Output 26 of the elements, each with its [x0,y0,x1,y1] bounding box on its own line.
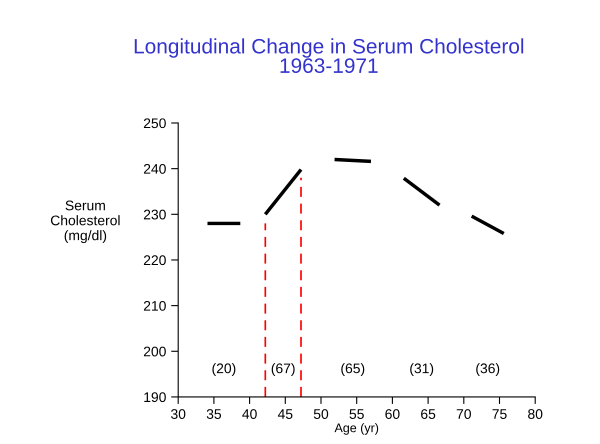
y-tick-label: 190 [144,392,166,402]
x-tick-label: 40 [242,409,257,419]
x-tick-label: 80 [528,409,542,419]
annotation: (31) [410,363,434,376]
x-tick-label: 45 [278,409,292,419]
annotation: (65) [341,363,364,376]
x-tick-label: 50 [314,409,328,419]
annotation: (20) [212,363,236,376]
x-tick-label: 65 [421,409,436,419]
annotation: (36) [476,363,500,376]
annotation: (67) [272,363,295,376]
x-tick-label: 30 [171,409,186,419]
y-tick-label: 250 [144,118,166,128]
x-tick-label: 35 [206,409,222,419]
y-axis-title: Serum Cholesterol (mg/dl) [50,200,120,244]
y-tick-label: 200 [144,346,166,356]
chart-title: Longitudinal Change in Serum Cholesterol 1963-1971 [134,38,524,74]
x-tick-label: 75 [492,409,507,419]
y-tick-label: 220 [144,255,166,266]
y-tick-label: 230 [144,210,166,220]
y-tick-label: 240 [144,164,166,174]
y-tick-label: 210 [144,300,166,311]
x-tick-label: 60 [385,409,400,419]
x-axis-title: Age (yr) [334,423,378,435]
x-tick-label: 55 [350,409,364,419]
x-tick-label: 70 [456,409,471,419]
